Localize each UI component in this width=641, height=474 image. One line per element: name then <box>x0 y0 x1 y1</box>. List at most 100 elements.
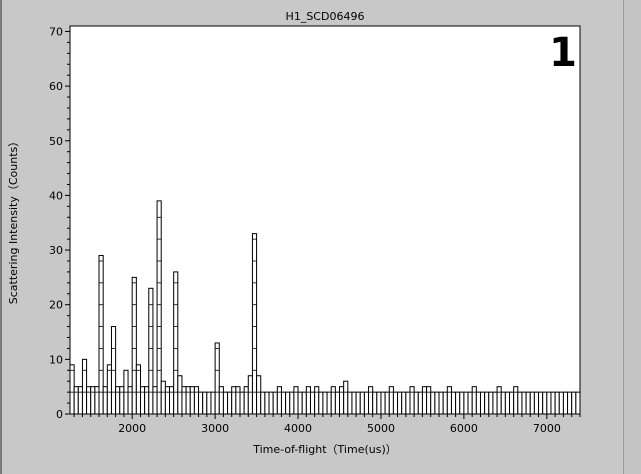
x-tick-label: 7000 <box>533 422 561 435</box>
histogram-bar <box>222 391 229 415</box>
histogram-bar <box>484 391 490 415</box>
histogram-bar <box>90 386 96 415</box>
histogram-bar <box>301 391 307 415</box>
histogram-bar <box>488 391 494 415</box>
histogram-bar <box>575 391 581 415</box>
histogram-bar <box>156 200 162 415</box>
histogram-bar <box>330 386 336 415</box>
histogram-bar <box>169 386 175 415</box>
histogram-bar <box>214 342 220 415</box>
y-tick-label: 40 <box>49 189 63 202</box>
histogram-bar <box>206 391 212 415</box>
histogram-bar <box>434 391 440 415</box>
histogram-bar <box>293 386 299 415</box>
histogram-bar <box>504 391 511 415</box>
histogram-bar <box>235 386 241 415</box>
histogram-bar <box>538 391 544 415</box>
histogram-bar <box>160 380 166 415</box>
histogram-bar <box>562 391 569 415</box>
histogram-bar <box>471 386 477 415</box>
histogram-bar <box>467 391 473 415</box>
y-tick-label: 70 <box>49 25 63 38</box>
histogram-bar <box>218 386 224 415</box>
histogram-bar <box>69 364 75 415</box>
histogram-bar <box>479 391 486 415</box>
x-tick-label: 3000 <box>201 422 229 435</box>
histogram-bar <box>193 386 200 415</box>
histogram-bar <box>177 375 183 415</box>
histogram-bar <box>243 386 249 415</box>
histogram-bar <box>430 391 436 415</box>
histogram-bar <box>77 386 83 415</box>
histogram-bar <box>309 391 316 415</box>
histogram-bar <box>376 391 382 415</box>
histogram-bar <box>442 391 448 415</box>
histogram-bar <box>413 391 419 415</box>
histogram-bar <box>343 380 349 415</box>
histogram-bar <box>459 391 465 415</box>
histogram-bar <box>297 391 303 415</box>
histogram-bar <box>289 391 295 415</box>
histogram-bar <box>280 391 287 415</box>
histogram-bar <box>318 391 324 415</box>
histogram-bar <box>380 391 386 415</box>
x-tick-label: 6000 <box>450 422 478 435</box>
y-tick-label: 10 <box>49 353 63 366</box>
histogram-bar <box>475 391 481 415</box>
histogram-bar <box>388 386 394 415</box>
histogram-bar <box>334 391 341 415</box>
histogram-bar <box>500 391 506 415</box>
y-tick-label: 0 <box>56 408 63 421</box>
y-axis: 0 10 20 30 40 50 60 70 <box>49 25 70 421</box>
histogram-bar <box>314 386 320 415</box>
histogram-bar <box>189 386 195 415</box>
histogram-bar <box>239 391 245 415</box>
x-axis: 2000 3000 4000 5000 6000 7000 <box>73 414 581 435</box>
overlay-number: 1 <box>549 30 577 76</box>
histogram-bar <box>98 255 104 415</box>
histogram-bar <box>554 391 560 415</box>
histogram-bar <box>131 276 137 415</box>
histogram-bar <box>384 391 390 415</box>
bars-group <box>69 200 581 415</box>
histogram-bar <box>405 391 411 415</box>
histogram-bar <box>339 386 345 415</box>
histogram-bar <box>450 391 457 415</box>
histogram-bar <box>392 391 399 415</box>
histogram-bar <box>231 386 237 415</box>
x-axis-label: Time-of-flight（Time(us)） <box>252 443 397 456</box>
histogram-bar <box>144 386 150 415</box>
plot-area <box>69 25 581 415</box>
histogram-bar <box>106 364 112 415</box>
histogram-bar <box>227 391 233 415</box>
histogram-bar <box>521 391 527 415</box>
histogram-bar <box>426 386 432 415</box>
histogram-bar <box>359 391 365 415</box>
histogram-bar <box>256 375 262 415</box>
y-tick-label: 20 <box>49 299 63 312</box>
histogram-bar <box>152 386 158 415</box>
histogram-bar <box>251 233 258 415</box>
histogram-bar <box>351 391 357 415</box>
histogram-bar <box>463 391 469 415</box>
histogram-bar <box>127 386 133 415</box>
histogram-bar <box>260 391 266 415</box>
histogram-bar <box>368 386 374 415</box>
window-scrollbar[interactable] <box>623 0 641 474</box>
histogram-bar <box>455 391 461 415</box>
histogram-bar <box>567 391 573 415</box>
histogram-bar <box>509 391 515 415</box>
histogram-bar <box>115 386 121 415</box>
x-tick-label: 5000 <box>367 422 395 435</box>
histogram-bar <box>363 391 370 415</box>
histogram-bar <box>571 391 577 415</box>
histogram-bar <box>272 391 278 415</box>
histogram-bar <box>139 386 146 415</box>
histogram-bar <box>517 391 523 415</box>
histogram-bar <box>438 391 444 415</box>
histogram-bar <box>285 391 291 415</box>
histogram-bar <box>417 391 423 415</box>
histogram-bar <box>355 391 361 415</box>
